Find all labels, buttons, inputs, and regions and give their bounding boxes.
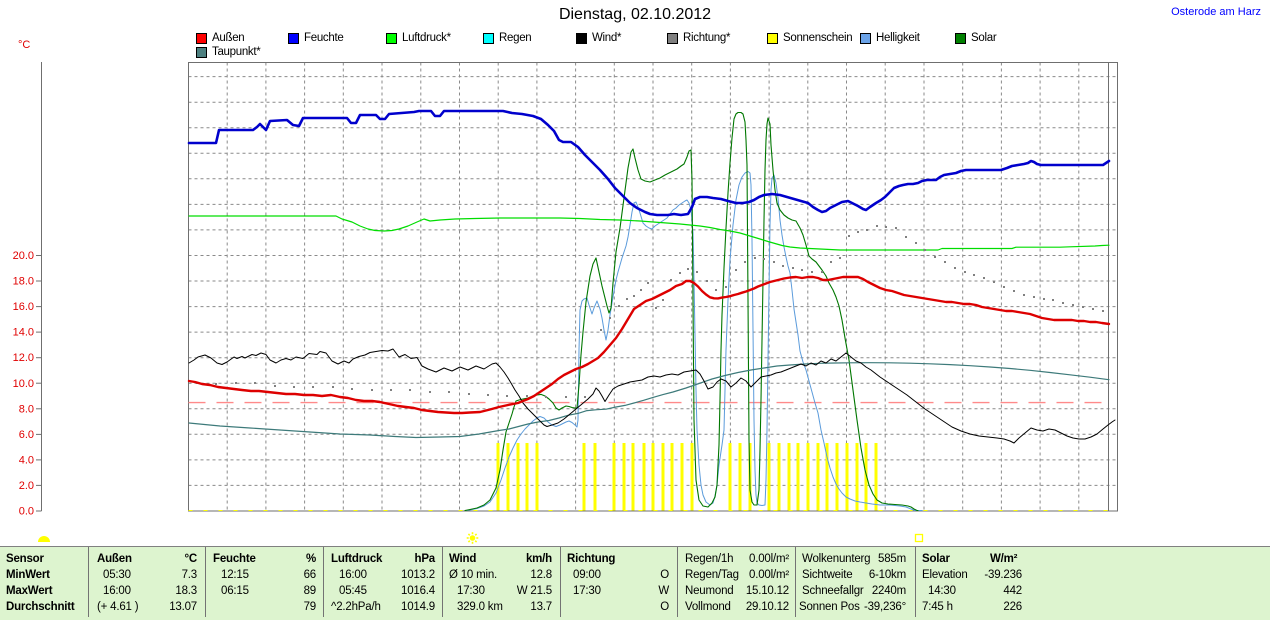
svg-text:12.0: 12.0 (13, 352, 34, 364)
svg-text:4.0: 4.0 (19, 454, 34, 466)
svg-text:18.0: 18.0 (13, 276, 34, 288)
svg-text:10.0: 10.0 (13, 378, 34, 390)
svg-text:16.0: 16.0 (13, 301, 34, 313)
svg-text:20.0: 20.0 (13, 250, 34, 262)
svg-text:0.0: 0.0 (19, 506, 34, 518)
svg-text:2.0: 2.0 (19, 480, 34, 492)
svg-text:8.0: 8.0 (19, 403, 34, 415)
svg-text:14.0: 14.0 (13, 327, 34, 339)
svg-text:6.0: 6.0 (19, 429, 34, 441)
